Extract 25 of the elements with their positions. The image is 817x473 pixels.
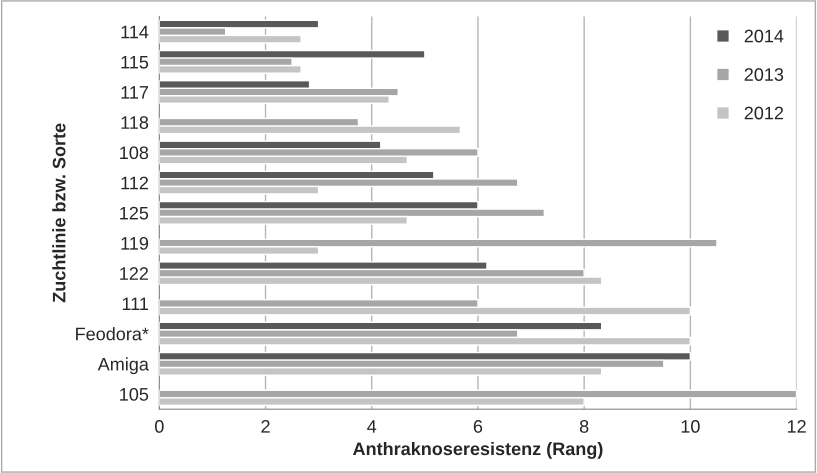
y-tick-label: 118 [121,116,148,129]
y-tick-label: 117 [121,86,148,99]
y-tick-label: 119 [121,236,148,250]
y-tick-label: 115 [121,56,148,69]
y-tick-label: Amiga [98,357,149,374]
x-tick-label: 6 [474,420,482,433]
y-tick-label: 114 [121,26,148,38]
x-tick-label: 8 [580,420,588,433]
x-tick-label: 4 [367,420,376,433]
y-tick-label: 111 [122,298,148,310]
x-tick-label: 12 [788,420,806,433]
y-tick-label: 125 [120,206,148,220]
legend-label: 2012 [744,106,784,120]
x-axis-title: Anthraknoseresistenz (Rang) [352,442,602,459]
x-tick-label: 0 [155,420,164,433]
y-tick-label: Feodora* [76,327,149,340]
y-tick-label: 122 [120,267,148,280]
y-axis-title: Zuchtlinie bzw. Sorte [52,124,66,302]
x-tick-label: 10 [682,420,700,433]
y-tick-label: 105 [120,388,148,401]
legend-label: 2013 [744,68,784,81]
y-tick-label: 112 [121,176,148,190]
legend-label: 2014 [744,30,784,42]
x-tick-label: 2 [261,420,270,433]
y-tick-label: 108 [120,146,148,160]
